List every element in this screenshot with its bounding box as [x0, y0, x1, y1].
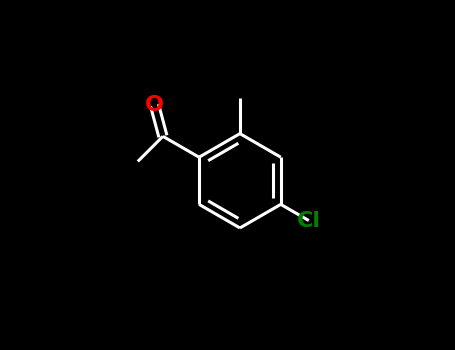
Text: O: O [145, 95, 164, 115]
Text: Cl: Cl [297, 211, 321, 231]
